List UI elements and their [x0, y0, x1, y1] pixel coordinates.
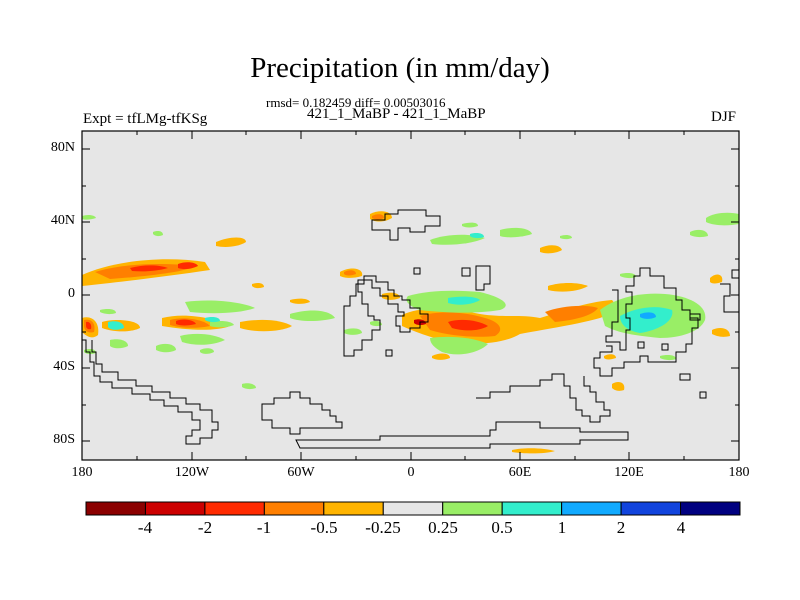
- y-tick-label: 40N: [50, 213, 75, 228]
- x-tick-label: 60E: [508, 465, 532, 480]
- colorbar-box: [620, 501, 682, 516]
- anomaly-red-regions: [86, 262, 488, 331]
- x-tick-label: 180: [71, 465, 93, 480]
- x-tick-label: 0: [407, 465, 415, 480]
- colorbar: [85, 501, 741, 516]
- colorbar-box: [382, 501, 444, 516]
- y-tick-label: 80S: [53, 432, 75, 447]
- x-tick-label: 120W: [174, 465, 210, 480]
- y-tick-label: 40S: [53, 359, 75, 374]
- colorbar-label: -4: [137, 518, 153, 537]
- colorbar-label: 4: [676, 518, 686, 537]
- season-label: DJF: [711, 109, 737, 125]
- colorbar-box: [501, 501, 563, 516]
- stats-text: rmsd= 0.182459 diff= 0.00503016: [266, 95, 446, 110]
- colorbar-label: 0.25: [428, 518, 458, 537]
- anomaly-cyan-regions: [108, 233, 673, 333]
- map-ticks: [82, 131, 739, 460]
- anomaly-blue-regions: [640, 312, 656, 319]
- colorbar-box: [144, 501, 206, 516]
- x-tick-label: 120E: [614, 465, 644, 480]
- x-tick-label: 60W: [287, 465, 315, 480]
- y-tick-label: 80N: [50, 140, 75, 155]
- colorbar-label: 2: [616, 518, 626, 537]
- colorbar-box: [204, 501, 265, 516]
- colorbar-box: [561, 501, 622, 516]
- colorbar-label: 0.5: [491, 518, 513, 537]
- experiment-label: Expt = tfLMg-tfKSg: [83, 111, 208, 127]
- coastlines: [82, 209, 739, 449]
- colorbar-box: [323, 501, 384, 516]
- colorbar-box: [263, 501, 325, 516]
- colorbar-label: -2: [197, 518, 213, 537]
- colorbar-label: -0.5: [310, 518, 338, 537]
- colorbar-box: [680, 501, 741, 516]
- colorbar-label: 1: [557, 518, 567, 537]
- colorbar-box: [442, 501, 503, 516]
- plot-title: Precipitation (in mm/day): [250, 52, 550, 84]
- y-tick-label: 0: [68, 286, 75, 301]
- colorbar-box: [85, 501, 146, 516]
- colorbar-label: -1: [256, 518, 272, 537]
- subtitle: 421_1_MaBP - 421_1_MaBP: [307, 106, 486, 122]
- x-tick-label: 180: [728, 465, 750, 480]
- colorbar-label: -0.25: [365, 518, 401, 537]
- anomaly-shading: [82, 211, 739, 454]
